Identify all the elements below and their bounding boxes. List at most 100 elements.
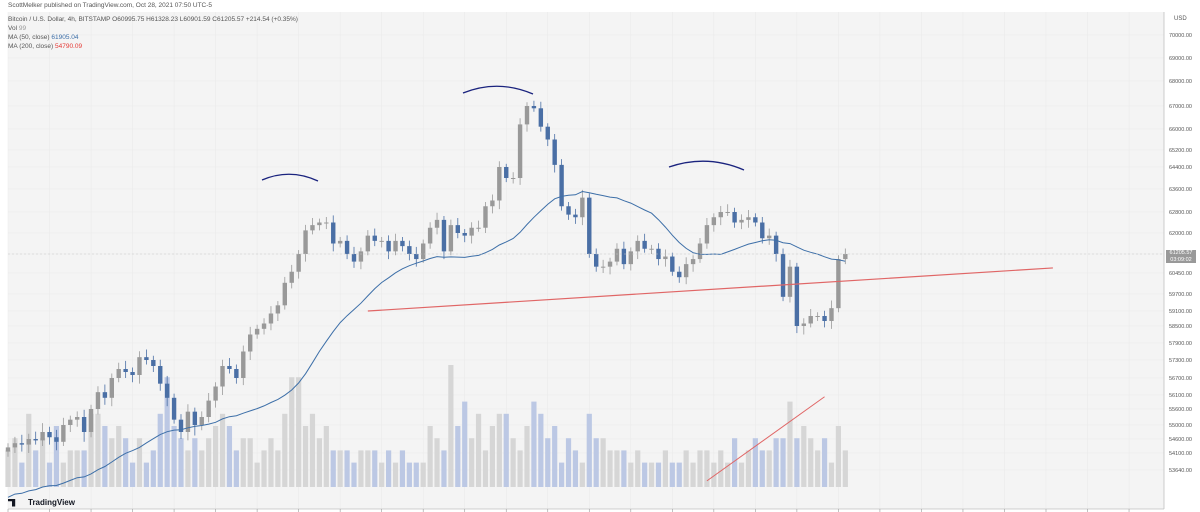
candle-body-26 (185, 411, 191, 432)
candle-body-118 (822, 316, 827, 321)
candle-body-113 (787, 266, 793, 297)
candle-body-47 (331, 222, 336, 244)
volume-bar-27 (192, 438, 198, 487)
candle-body-31 (220, 366, 225, 387)
last-price-value: 61205.57 (1169, 250, 1193, 256)
candle-body-90 (628, 251, 633, 265)
candle-body-69 (483, 206, 488, 228)
candle-body-39 (275, 305, 281, 314)
candle-body-85 (594, 254, 599, 267)
volume-bar-118 (821, 438, 828, 487)
volume-bar-48 (337, 450, 343, 487)
volume-bar-103 (718, 450, 724, 487)
tradingview-logo[interactable]: TradingView (8, 498, 75, 507)
candle-body-23 (164, 383, 170, 398)
candle-body-0 (5, 447, 11, 452)
volume-bar-101 (704, 450, 710, 487)
volume-bar-38 (268, 438, 274, 487)
candle-body-16 (116, 369, 121, 378)
ma50-value: 61905.04 (51, 34, 79, 41)
candle-body-2 (19, 443, 25, 445)
candle-body-70 (490, 200, 495, 207)
volume-bar-0 (5, 450, 11, 487)
candle-body-76 (531, 106, 537, 109)
candle-body-78 (545, 126, 550, 140)
volume-bar-29 (206, 438, 212, 487)
neckline-trendline[interactable] (367, 267, 1053, 312)
candle-body-12 (88, 409, 94, 432)
candle-body-121 (843, 254, 848, 260)
volume-bar-79 (552, 426, 558, 487)
brand-name: TradingView (28, 498, 75, 507)
volume-bar-120 (835, 426, 841, 487)
candle-body-100 (697, 243, 703, 260)
candle-body-52 (365, 235, 371, 252)
volume-bar-115 (801, 426, 807, 487)
candle-body-55 (386, 240, 391, 252)
left-shoulder-arc[interactable] (261, 173, 319, 182)
volume-bar-15 (109, 438, 115, 487)
volume-bar-67 (469, 438, 475, 487)
candle-body-5 (40, 432, 45, 441)
candle-body-107 (746, 217, 751, 220)
candle-body-68 (476, 227, 481, 229)
volume-bar-53 (372, 450, 378, 487)
candlesticks (5, 100, 848, 457)
ma200-label[interactable]: MA (200, close) (8, 43, 54, 50)
candle-body-45 (317, 222, 322, 226)
volume-bar-70 (489, 426, 495, 487)
volume-bar-52 (365, 450, 371, 487)
volume-bar-86 (600, 438, 606, 487)
y-tick-label-12: 59700.00 (1169, 292, 1192, 298)
candle-body-116 (808, 316, 813, 324)
y-tick-label-13: 59100.00 (1169, 309, 1192, 315)
candle-body-71 (497, 167, 502, 201)
candle-body-59 (414, 254, 419, 260)
volume-bar-107 (745, 450, 752, 487)
currency-label[interactable]: USD (1174, 16, 1187, 22)
volume-bar-54 (379, 462, 385, 487)
volume-bar-28 (199, 450, 205, 487)
candle-body-18 (130, 372, 135, 375)
right-shoulder-arc[interactable] (668, 160, 745, 171)
candle-body-27 (192, 411, 198, 425)
candle-body-8 (61, 425, 66, 442)
y-tick-label-15: 57900.00 (1169, 341, 1192, 347)
candle-body-102 (711, 217, 717, 226)
vol-label[interactable]: Vol (8, 25, 18, 32)
candle-body-109 (760, 222, 765, 239)
volume-legend: Vol 99 (8, 25, 26, 32)
volume-bar-116 (808, 438, 814, 487)
candle-body-54 (379, 240, 384, 242)
candle-body-81 (566, 206, 571, 215)
y-tick-label-18: 56100.00 (1169, 393, 1192, 399)
volume-bar-104 (725, 462, 731, 487)
volume-bar-19 (136, 438, 143, 487)
volume-bar-17 (123, 438, 129, 487)
ma50-legend: MA (50, close) 61905.04 (8, 34, 78, 41)
volume-bar-93 (648, 462, 655, 487)
candle-body-49 (344, 240, 350, 254)
candle-body-112 (780, 254, 786, 297)
candle-body-114 (794, 266, 800, 326)
symbol-name[interactable]: Bitcoin / U.S. Dollar, 4h, BITSTAMP (8, 16, 111, 23)
volume-trendline[interactable] (706, 396, 825, 482)
volume-bar-2 (19, 462, 25, 487)
candle-body-48 (337, 240, 343, 244)
volume-bar-113 (787, 401, 793, 487)
volume-bar-96 (669, 462, 675, 487)
candle-body-46 (324, 222, 329, 224)
ma200-value: 54790.09 (54, 43, 83, 50)
volume-bar-6 (46, 462, 53, 487)
volume-bar-66 (462, 401, 468, 487)
volume-bar-10 (74, 450, 80, 487)
ma50-label[interactable]: MA (50, close) (8, 34, 50, 41)
candle-body-106 (739, 219, 744, 223)
volume-bar-44 (309, 413, 316, 487)
candle-body-28 (199, 417, 204, 425)
head-arc[interactable] (462, 85, 534, 95)
candle-body-93 (649, 248, 654, 250)
candle-body-53 (372, 235, 377, 241)
candle-body-97 (677, 271, 682, 278)
